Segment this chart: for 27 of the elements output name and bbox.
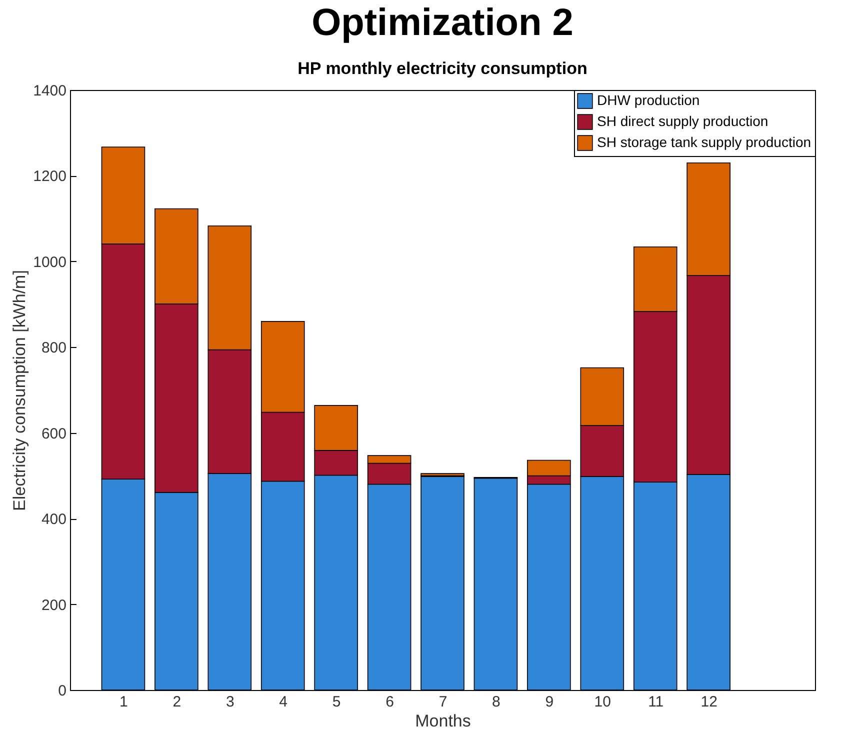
- x-tick-label: 3: [226, 694, 234, 710]
- y-tick-label: 1000: [33, 254, 66, 271]
- x-tick-label: 2: [172, 694, 182, 710]
- y-tick-label: 800: [41, 340, 66, 357]
- x-tick-label: 8: [492, 694, 500, 710]
- y-axis-title: Electricity consumption [kWh/m]: [10, 270, 30, 511]
- y-tick-label: 1400: [33, 82, 66, 100]
- x-tick-label: 6: [386, 694, 394, 710]
- y-tick-label: 0: [58, 682, 66, 700]
- y-tick-label: 1200: [33, 168, 66, 186]
- x-tick-label: 7: [438, 694, 448, 710]
- legend-label: SH direct supply production: [597, 113, 768, 129]
- x-tick-label: 5: [332, 694, 341, 710]
- x-tick-label: 4: [279, 694, 288, 710]
- x-tick-label: 11: [648, 694, 664, 710]
- x-tick-label: 12: [700, 694, 718, 710]
- x-tick-label: 9: [545, 694, 554, 710]
- legend-label: DHW production: [597, 92, 700, 108]
- x-axis-title: Months: [415, 712, 471, 730]
- y-tick-label: 200: [41, 596, 66, 614]
- chart-subtitle: HP monthly electricity consumption: [298, 59, 588, 78]
- chart-title: Optimization 2: [312, 2, 574, 44]
- x-tick-label: 1: [120, 694, 128, 710]
- x-tick-label: 10: [594, 694, 611, 710]
- y-tick-label: 400: [41, 511, 66, 528]
- legend-label: SH storage tank supply production: [597, 134, 812, 150]
- y-tick-label: 600: [41, 425, 66, 442]
